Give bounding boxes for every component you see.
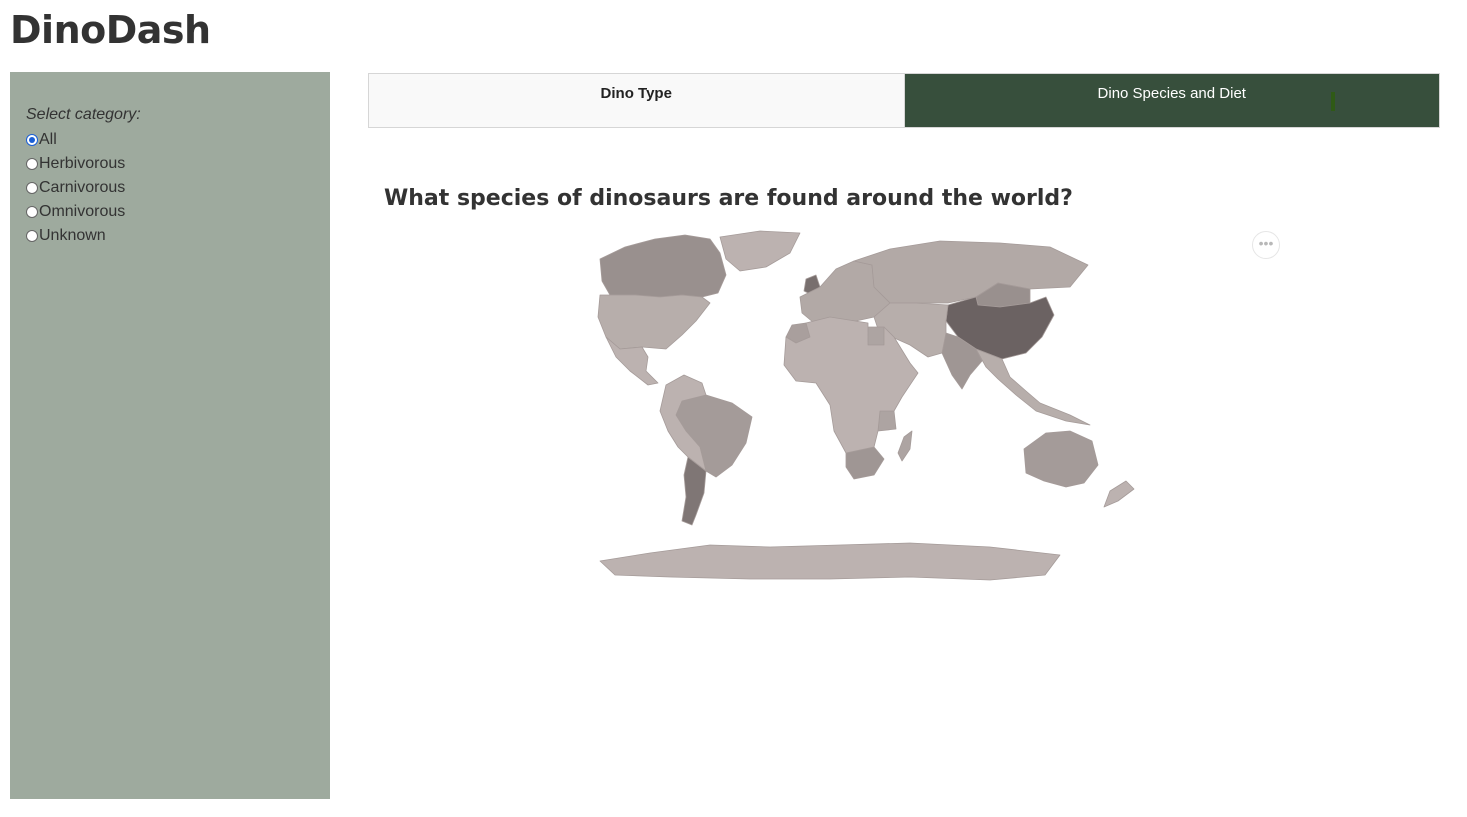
radio-label: Unknown (39, 227, 106, 244)
map-region-russia[interactable] (853, 240, 1089, 304)
radio-option-unknown[interactable]: Unknown (26, 224, 330, 248)
radio-label: Omnivorous (39, 203, 126, 220)
map-region-tanzania[interactable] (877, 410, 897, 432)
world-map (597, 230, 1135, 581)
category-heading: Select category: (26, 106, 141, 123)
radio-label: Carnivorous (39, 179, 126, 196)
map-region-new-zealand[interactable] (1103, 480, 1135, 508)
tab-active-marker (1330, 92, 1335, 111)
radio-label: All (39, 131, 57, 148)
world-map-chart (470, 225, 1170, 590)
sidebar: Select category: All Herbivorous Carnivo… (10, 72, 330, 799)
radio-button[interactable] (26, 134, 38, 146)
radio-button[interactable] (26, 206, 38, 218)
map-region-madagascar[interactable] (897, 430, 913, 462)
app-title: DinoDash (10, 8, 211, 52)
map-region-south-america-other[interactable] (659, 374, 707, 472)
tab-dino-type[interactable]: Dino Type (369, 74, 905, 127)
tab-bar: Dino Type Dino Species and Diet (368, 73, 1440, 128)
map-region-canada[interactable] (599, 234, 727, 298)
map-region-argentina[interactable] (681, 456, 707, 526)
tab-dino-species-and-diet[interactable]: Dino Species and Diet (904, 74, 1439, 127)
map-region-africa-other[interactable] (783, 316, 919, 454)
radio-button[interactable] (26, 182, 38, 194)
radio-option-omnivorous[interactable]: Omnivorous (26, 200, 330, 224)
radio-option-herbivorous[interactable]: Herbivorous (26, 152, 330, 176)
ellipsis-icon[interactable]: ••• (1252, 231, 1280, 259)
radio-button[interactable] (26, 158, 38, 170)
map-region-australia[interactable] (1023, 430, 1099, 488)
radio-option-carnivorous[interactable]: Carnivorous (26, 176, 330, 200)
map-region-india[interactable] (941, 332, 983, 390)
tab-label: Dino Type (600, 85, 672, 102)
map-region-antarctica[interactable] (599, 542, 1061, 581)
map-region-egypt[interactable] (867, 326, 885, 346)
map-region-greenland[interactable] (719, 230, 801, 272)
tab-label: Dino Species and Diet (1097, 85, 1246, 102)
map-region-united-states[interactable] (597, 294, 711, 350)
radio-option-all[interactable]: All (26, 128, 330, 152)
chart-title: What species of dinosaurs are found arou… (384, 186, 1073, 211)
map-region-mexico[interactable] (605, 336, 659, 386)
radio-label: Herbivorous (39, 155, 126, 172)
radio-button[interactable] (26, 230, 38, 242)
